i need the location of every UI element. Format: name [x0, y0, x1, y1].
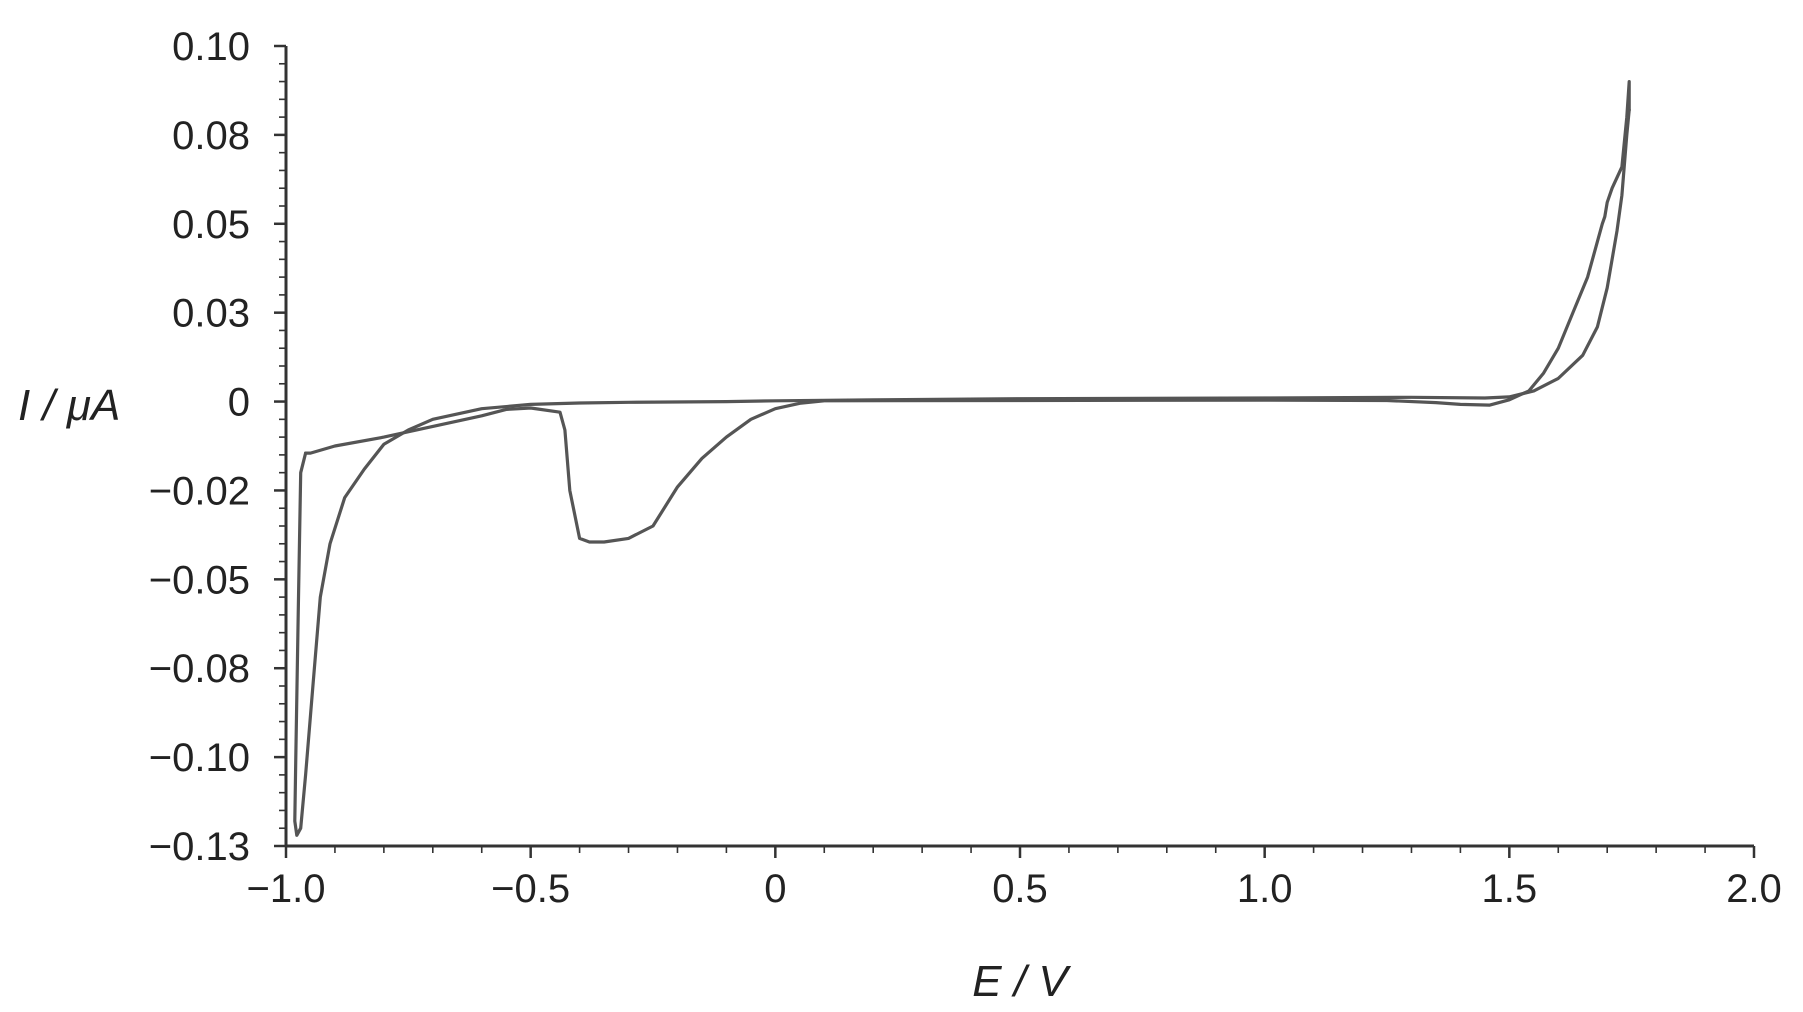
y-axis-symbol: I	[18, 381, 30, 430]
y-tick-label: 0.03	[172, 292, 250, 336]
y-tick-label: 0.05	[172, 203, 250, 247]
x-tick-label: 0.5	[992, 867, 1048, 911]
x-tick-label: −0.5	[491, 867, 570, 911]
x-tick-label: 1.0	[1237, 867, 1293, 911]
y-axis-unit: μA	[66, 381, 120, 430]
y-tick-label: 0.10	[172, 25, 250, 69]
y-tick-label: −0.10	[149, 736, 250, 780]
cv-trace-1	[293, 108, 1631, 837]
y-tick-label: −0.02	[149, 469, 250, 513]
x-tick-label: −1.0	[247, 867, 326, 911]
plot-area: 0.10 0.08 0.05 0.03 0 −0.02 −0.05 −0.08 −0.10 −0.…	[149, 25, 1782, 911]
x-tick-label: 0	[764, 867, 786, 911]
cv-trace-2	[304, 80, 1631, 544]
y-ticks: 0.10 0.08 0.05 0.03 0 −0.02 −0.05 −0.08 −0.10 −0.…	[149, 25, 286, 869]
y-tick-label: 0	[228, 381, 250, 425]
x-axis-title: E / V	[972, 957, 1071, 1006]
x-tick-label: 2.0	[1726, 867, 1782, 911]
y-axis-title: I / μA	[18, 381, 120, 430]
y-tick-label: −0.05	[149, 558, 250, 602]
y-tick-label: −0.08	[149, 647, 250, 691]
x-axis-unit: V	[1038, 957, 1071, 1006]
x-tick-label: 1.5	[1482, 867, 1538, 911]
x-axis-symbol: E	[972, 957, 1002, 1006]
y-tick-label: 0.08	[172, 114, 250, 158]
x-ticks: −1.0 −0.5 0 0.5 1.0 1.5 2.0	[247, 846, 1782, 911]
y-tick-label: −0.13	[149, 825, 250, 869]
series-layer	[293, 80, 1631, 837]
